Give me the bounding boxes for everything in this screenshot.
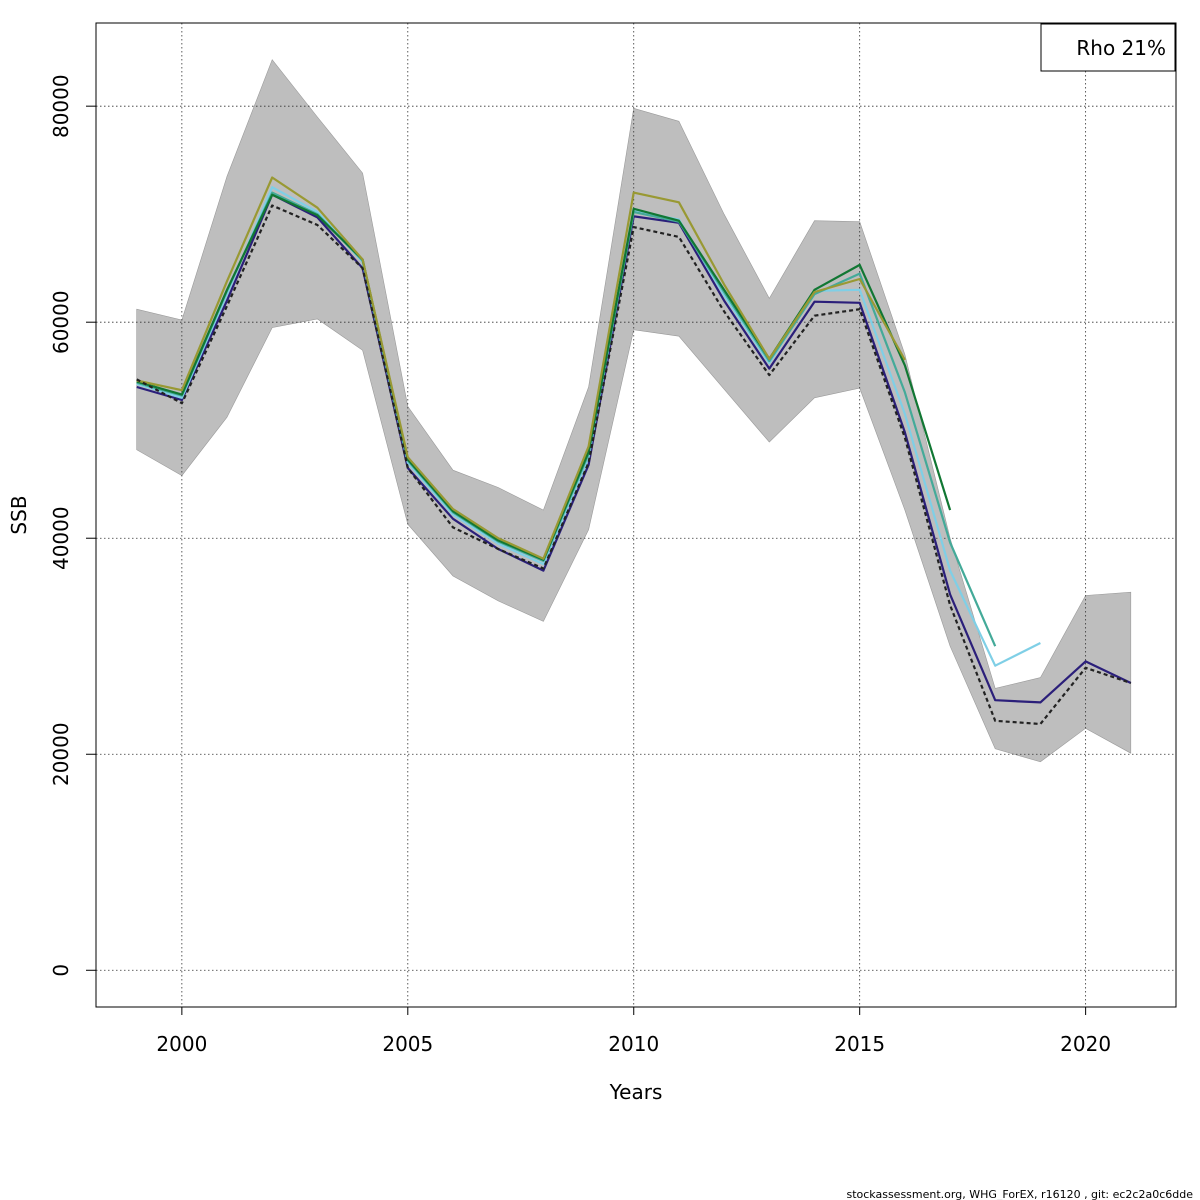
footer-credit: stockassessment.org, WHG_ForEX, r16120 ,… (846, 1188, 1193, 1200)
series-line-4 (136, 176, 906, 560)
series-line-3 (136, 193, 952, 561)
y-tick-label: 0 (49, 964, 73, 977)
y-tick-label: 60000 (49, 290, 73, 354)
legend-rho-text: Rho 21% (1076, 36, 1166, 60)
legend-box (1040, 23, 1176, 72)
y-axis-title: SSB (7, 495, 31, 534)
y-tick-label: 20000 (49, 722, 73, 786)
x-axis: 2000 2005 2010 2015 2020 (156, 1007, 1111, 1056)
x-axis-title: Years (609, 1080, 663, 1104)
x-tick-label: 2020 (1060, 1032, 1111, 1056)
x-tick-label: 2000 (156, 1032, 207, 1056)
y-tick-label: 40000 (49, 506, 73, 570)
x-tick-label: 2010 (608, 1032, 659, 1056)
y-tick-label: 80000 (49, 74, 73, 138)
x-tick-label: 2005 (382, 1032, 433, 1056)
x-tick-label: 2015 (834, 1032, 885, 1056)
series-line-1 (136, 186, 1041, 667)
series-layer (136, 176, 1132, 726)
legend: Rho 21% (1040, 23, 1176, 72)
y-axis: 0 20000 40000 60000 80000 (49, 74, 96, 977)
grid-layer (96, 23, 1176, 1007)
plot-frame (95, 22, 1177, 1008)
series-line-5 (136, 204, 1132, 726)
